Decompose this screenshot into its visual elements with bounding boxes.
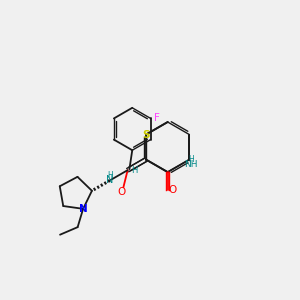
Text: O: O	[118, 187, 126, 197]
Text: H: H	[107, 171, 113, 180]
Text: N: N	[106, 176, 113, 185]
Text: NH: NH	[184, 160, 198, 169]
Text: F: F	[154, 113, 160, 123]
Text: N: N	[79, 204, 88, 214]
Text: H: H	[131, 166, 138, 175]
Text: H: H	[188, 155, 194, 164]
Text: O: O	[169, 185, 177, 195]
Text: S: S	[142, 130, 150, 140]
